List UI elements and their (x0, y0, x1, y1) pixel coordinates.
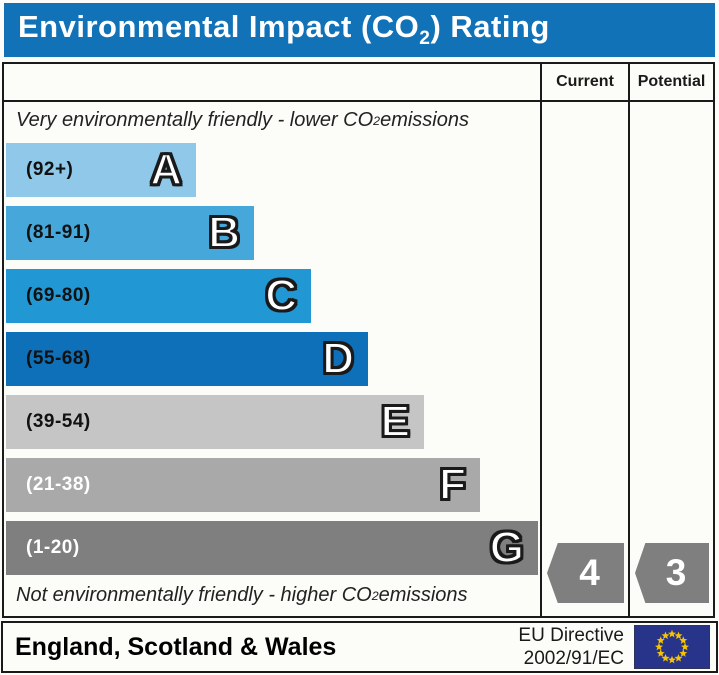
band-row-F: (21-38) F (4, 454, 540, 517)
band-row-A: (92+) A (4, 139, 540, 202)
page-title: Environmental Impact (CO2) Rating (18, 9, 550, 50)
band-letter: B (207, 208, 241, 257)
rating-table: Current Potential Very environmentally f… (2, 62, 715, 618)
band-bar-C: (69-80) C (6, 269, 311, 323)
eu-directive-label: EU Directive 2002/91/EC (518, 624, 624, 669)
band-letter: A (149, 145, 183, 194)
band-row-G: (1-20) G (4, 517, 540, 580)
band-bar-G: (1-20) G (6, 521, 538, 575)
current-rating-value: 4 (579, 552, 600, 593)
table-corner-cell (4, 64, 540, 102)
band-bar-A: (92+) A (6, 143, 196, 197)
band-letter: E (380, 397, 411, 446)
band-bar-B: (81-91) B (6, 206, 254, 260)
top-note: Very environmentally friendly - lower CO… (16, 109, 469, 131)
band-row-C: (69-80) C (4, 265, 540, 328)
band-bar-D: (55-68) D (6, 332, 368, 386)
band-bar-E: (39-54) E (6, 395, 424, 449)
chart-title-bar: Environmental Impact (CO2) Rating (4, 3, 715, 57)
potential-rating-value: 3 (665, 552, 687, 593)
eu-flag-icon (634, 625, 710, 669)
band-bar-F: (21-38) F (6, 458, 480, 512)
rating-bands: (92+) A (81-91) B (69-80) C (55-68) D (39-54) E (2… (4, 139, 540, 580)
band-range-label: (81-91) (26, 222, 91, 243)
current-rating-arrow: 4 (547, 543, 624, 603)
band-range-label: (55-68) (26, 348, 91, 369)
potential-rating-arrow: 3 (635, 543, 709, 603)
band-range-label: (21-38) (26, 474, 91, 495)
potential-column: 3 (628, 102, 713, 616)
column-header-potential: Potential (628, 64, 713, 102)
band-range-label: (69-80) (26, 285, 91, 306)
band-letter: F (438, 460, 467, 509)
band-letter: G (489, 523, 525, 572)
band-range-label: (92+) (26, 159, 74, 180)
current-column: 4 (540, 102, 628, 616)
bands-column: Very environmentally friendly - lower CO… (4, 102, 540, 616)
band-range-label: (39-54) (26, 411, 91, 432)
band-row-E: (39-54) E (4, 391, 540, 454)
eu-directive-group: EU Directive 2002/91/EC (518, 624, 710, 670)
column-header-current: Current (540, 64, 628, 102)
eu-flag-stars (655, 629, 689, 664)
band-range-label: (1-20) (26, 537, 80, 558)
region-label: England, Scotland & Wales (15, 632, 337, 661)
band-row-D: (55-68) D (4, 328, 540, 391)
footer-bar: England, Scotland & Wales EU Directive 2… (1, 621, 718, 673)
band-row-B: (81-91) B (4, 202, 540, 265)
band-letter: C (264, 271, 298, 320)
bottom-note: Not environmentally friendly - higher CO… (16, 584, 468, 606)
band-letter: D (321, 334, 355, 383)
